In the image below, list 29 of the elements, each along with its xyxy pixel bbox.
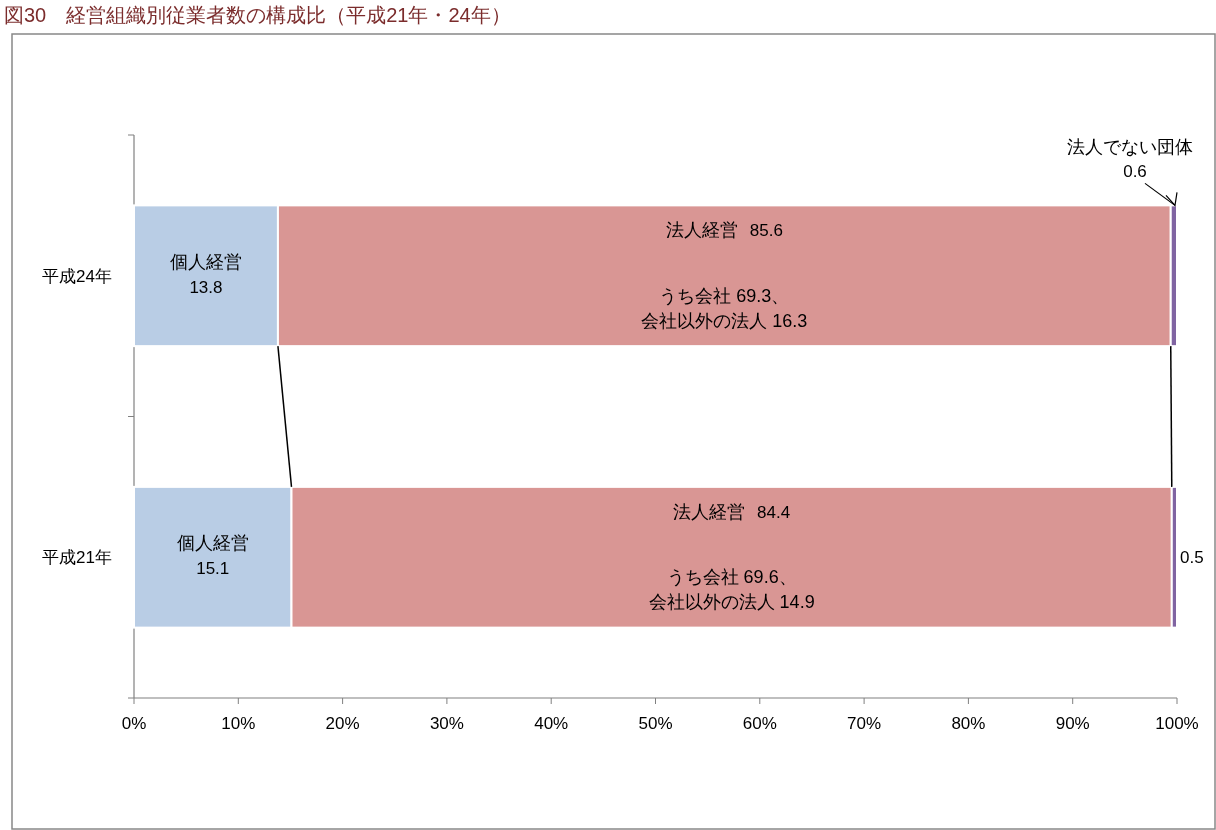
x-tick-label: 20% (325, 714, 360, 733)
x-tick-label: 0% (121, 714, 147, 733)
series-label: 個人経営 (169, 251, 242, 272)
data-label: 15.1 (196, 559, 230, 579)
x-tick-label: 40% (534, 714, 569, 733)
annotation: うち会社 69.6、 (666, 567, 797, 588)
x-tick-label: 70% (847, 714, 882, 733)
y-tick-label: 平成21年 (42, 548, 112, 568)
y-tick-label: 平成24年 (42, 266, 112, 286)
data-label: 0.6 (1123, 162, 1147, 182)
text: 法人経営 (673, 501, 746, 522)
x-tick-label: 30% (429, 714, 464, 733)
x-tick-label: 100% (1155, 714, 1199, 733)
x-tick-label: 60% (742, 714, 777, 733)
text: 法人でない団体 (1067, 137, 1193, 158)
data-label: 85.6 (749, 221, 783, 241)
data-label: 13.8 (189, 277, 223, 297)
chart-title: 図30 経営組織別従業者数の構成比（平成21年・24年） (4, 4, 511, 26)
data-label: 84.4 (757, 502, 791, 522)
text: 個人経営 (176, 533, 249, 554)
x-tick-label: 10% (221, 714, 256, 733)
x-tick-label: 50% (638, 714, 673, 733)
series-label: 法人経営 (665, 220, 738, 241)
annotation: 会社以外の法人 14.9 (648, 592, 815, 613)
annotation: 会社以外の法人 16.3 (641, 310, 808, 331)
x-tick-label: 90% (1055, 714, 1090, 733)
x-tick-label: 80% (951, 714, 986, 733)
annotation: うち会社 69.3、 (659, 285, 790, 306)
data-label: 0.5 (1180, 548, 1204, 568)
